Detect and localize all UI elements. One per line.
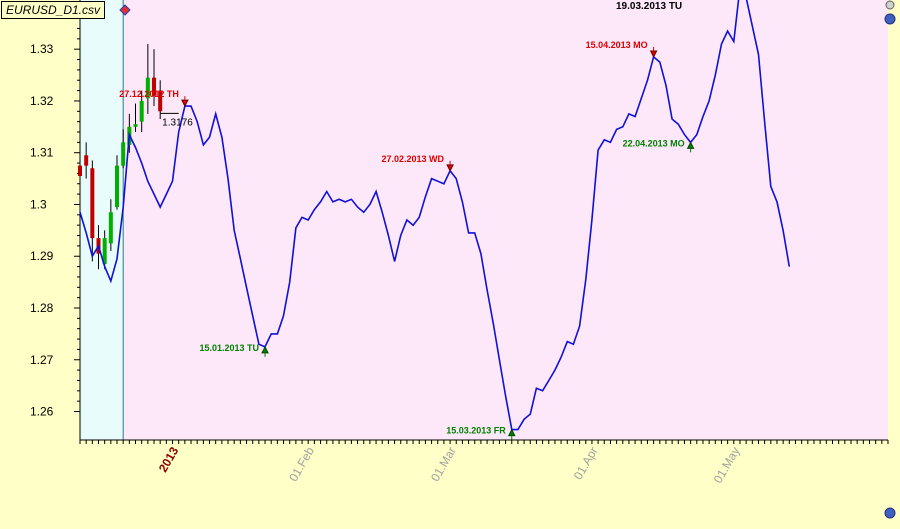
candle-body <box>102 238 107 264</box>
x-tick-label: 01.Feb <box>286 444 317 484</box>
y-tick-label: 1.28 <box>30 301 54 315</box>
y-tick-label: 1.3 <box>30 197 47 211</box>
candle-body <box>84 155 89 166</box>
candle-body <box>158 90 163 112</box>
forecast-series-line <box>79 0 791 431</box>
candle-body <box>145 77 150 99</box>
y-tick-label: 1.31 <box>30 146 54 160</box>
y-tick-label: 1.33 <box>30 42 54 56</box>
candle-body <box>108 212 113 244</box>
x-tick-label: 01.Apr <box>571 445 601 483</box>
x-tick-label: 01.May <box>711 445 743 486</box>
y-tick-label: 1.26 <box>30 405 54 419</box>
high-annotation-label: 27.12.2012 TH <box>119 89 179 99</box>
candle-body <box>90 168 95 239</box>
low-annotation-label: 15.03.2013 FR <box>446 426 506 436</box>
scroll-up-icon[interactable] <box>885 0 895 10</box>
high-marker <box>446 164 454 172</box>
candle-body <box>133 124 138 127</box>
candle-body <box>121 142 126 166</box>
candle-body <box>139 100 144 122</box>
scroll-down-icon[interactable] <box>884 507 896 519</box>
y-tick-label: 1.29 <box>30 249 54 263</box>
low-annotation-label: 22.04.2013 MO <box>623 138 685 148</box>
high-marker <box>181 99 189 108</box>
y-tick-label: 1.32 <box>30 94 54 108</box>
price-level-label: 1.3176 <box>162 117 193 128</box>
high-annotation-label: 27.02.2013 WD <box>382 154 445 164</box>
chart-title: EURUSD_D1.csv <box>1 1 106 19</box>
high-marker <box>649 50 658 59</box>
zoom-icon[interactable] <box>884 13 896 25</box>
forecast-region <box>123 0 888 440</box>
x-tick-label: 2013 <box>156 444 182 474</box>
candle-body <box>78 165 82 176</box>
high-annotation-label: 15.04.2013 MO <box>586 40 648 50</box>
x-tick-label: 01.Mar <box>428 445 459 484</box>
low-annotation-label: 15.01.2013 TU <box>199 343 259 353</box>
candle-body <box>115 165 120 208</box>
history-region <box>80 0 124 440</box>
y-tick-label: 1.27 <box>30 353 54 367</box>
cursor-date-readout: 19.03.2013 TU <box>616 1 683 12</box>
low-marker <box>507 428 516 437</box>
candle-body <box>152 77 157 96</box>
history-marker-icon[interactable] <box>119 4 131 16</box>
